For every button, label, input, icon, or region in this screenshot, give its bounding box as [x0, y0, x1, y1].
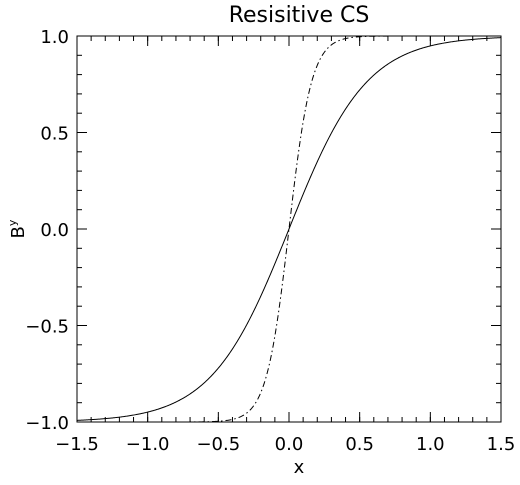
- x-tick-label: 1.0: [416, 434, 445, 455]
- series-group: [76, 35, 502, 423]
- x-tick-label: −1.5: [55, 434, 99, 455]
- y-axis-label: By: [6, 219, 29, 238]
- series-line-dashdot: [77, 35, 501, 423]
- chart-title: Resisitive CS: [229, 3, 370, 28]
- y-tick-label: −1.0: [25, 413, 69, 434]
- y-tick-label: 1.0: [40, 27, 69, 48]
- y-axis-ticks: −1.0 −0.5 0.0 0.5 1.0: [25, 27, 501, 434]
- y-axis-label-superscript: y: [6, 219, 19, 226]
- x-tick-label: 0.5: [345, 434, 374, 455]
- y-tick-label: −0.5: [25, 317, 69, 338]
- series-line-solid: [76, 37, 502, 421]
- y-tick-label: 0.0: [40, 220, 69, 241]
- x-tick-label: −0.5: [196, 434, 240, 455]
- y-axis-label-group: By: [6, 219, 29, 238]
- x-axis-ticks: −1.5 −1.0 −0.5 0.0 0.5 1.0 1.5: [55, 36, 515, 455]
- x-tick-label: −1.0: [126, 434, 170, 455]
- x-tick-label: 1.5: [487, 434, 516, 455]
- y-tick-label: 0.5: [40, 124, 69, 145]
- x-axis-label: x: [294, 457, 305, 478]
- y-axis-label-main: B: [8, 226, 29, 238]
- x-tick-label: 0.0: [275, 434, 304, 455]
